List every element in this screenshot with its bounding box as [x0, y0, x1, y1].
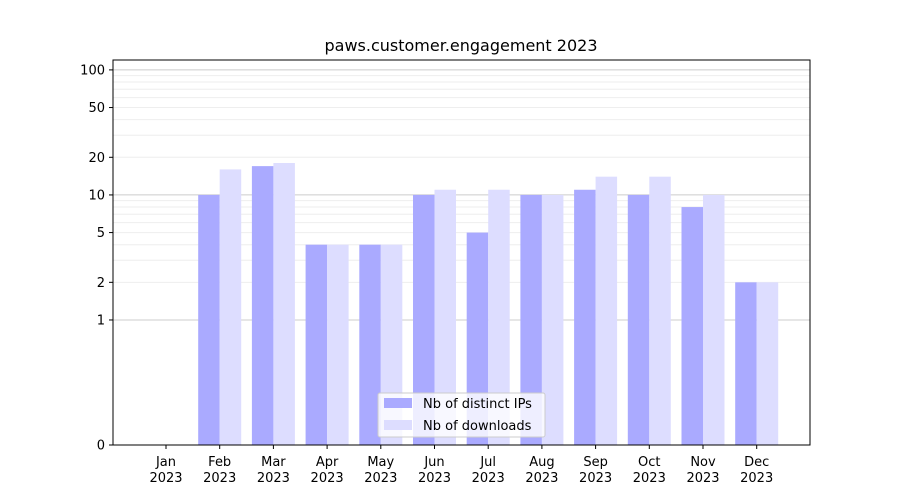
x-tick-label-month: May	[367, 455, 394, 470]
bar-distinct-ips	[681, 207, 703, 445]
x-tick-label-month: Mar	[261, 455, 286, 470]
y-tick-label: 20	[88, 151, 105, 166]
bar-distinct-ips	[627, 194, 650, 445]
x-tick-label-month: Sep	[583, 455, 608, 470]
bar-downloads	[219, 169, 242, 445]
bar-distinct-ips	[359, 244, 381, 445]
bar-distinct-ips	[520, 194, 542, 445]
legend-swatch-downloads	[384, 420, 412, 430]
y-tick-label: 1	[97, 313, 105, 328]
bar-downloads	[327, 244, 349, 445]
legend-label-distinct-ips: Nb of distinct IPs	[423, 397, 532, 412]
chart-title: paws.customer.engagement 2023	[324, 36, 597, 55]
legend-label-downloads: Nb of downloads	[423, 419, 532, 434]
x-tick-label-year: 2023	[364, 471, 397, 486]
y-tick-label: 10	[88, 188, 105, 203]
y-tick-label: 100	[80, 63, 105, 78]
x-tick-label-month: Dec	[744, 455, 769, 470]
x-tick-label-year: 2023	[257, 471, 290, 486]
x-tick-label-year: 2023	[149, 471, 182, 486]
y-tick-label: 50	[88, 101, 105, 116]
bar-distinct-ips	[305, 244, 328, 445]
legend-swatch-distinct-ips	[384, 398, 412, 408]
bar-distinct-ips	[198, 194, 220, 445]
bar-downloads	[541, 194, 564, 445]
x-tick-label-month: Jul	[479, 455, 496, 470]
bar-downloads	[488, 189, 510, 445]
bar-distinct-ips	[251, 166, 274, 445]
bar-downloads	[434, 189, 456, 445]
bar-downloads	[649, 176, 671, 445]
x-tick-label-year: 2023	[579, 471, 612, 486]
y-tick-label: 2	[97, 276, 105, 291]
x-tick-label-year: 2023	[203, 471, 236, 486]
x-tick-label-month: Oct	[638, 455, 660, 470]
x-tick-label-year: 2023	[418, 471, 451, 486]
legend: Nb of distinct IPs Nb of downloads	[377, 392, 546, 438]
x-tick-label-month: Jan	[155, 455, 176, 470]
x-axis: Jan2023Feb2023Mar2023Apr2023May2023Jun20…	[149, 445, 773, 486]
bar-distinct-ips	[413, 194, 435, 445]
bar-distinct-ips	[466, 232, 489, 445]
bar-distinct-ips	[735, 282, 757, 445]
bar-downloads	[595, 176, 618, 445]
x-tick-label-year: 2023	[633, 471, 666, 486]
legend-box	[377, 392, 546, 438]
bar-distinct-ips	[574, 189, 596, 445]
y-axis: 0 1 2 5 10 20 50 100	[80, 63, 113, 454]
x-tick-label-year: 2023	[525, 471, 558, 486]
x-tick-label-year: 2023	[472, 471, 505, 486]
y-tick-label: 5	[97, 226, 105, 241]
x-tick-label-month: Jun	[423, 455, 444, 470]
y-tick-label: 0	[97, 439, 105, 454]
x-tick-label-year: 2023	[686, 471, 719, 486]
x-tick-label-month: Apr	[316, 455, 339, 470]
x-tick-label-month: Feb	[208, 455, 231, 470]
x-tick-label-year: 2023	[311, 471, 344, 486]
plot-frame	[112, 59, 811, 446]
bar-downloads	[273, 163, 295, 445]
x-tick-label-month: Nov	[690, 455, 716, 470]
bars	[198, 163, 779, 445]
x-tick-label-month: Aug	[529, 455, 554, 470]
bar-downloads	[756, 282, 779, 445]
x-tick-label-year: 2023	[740, 471, 773, 486]
bar-downloads	[703, 194, 725, 445]
